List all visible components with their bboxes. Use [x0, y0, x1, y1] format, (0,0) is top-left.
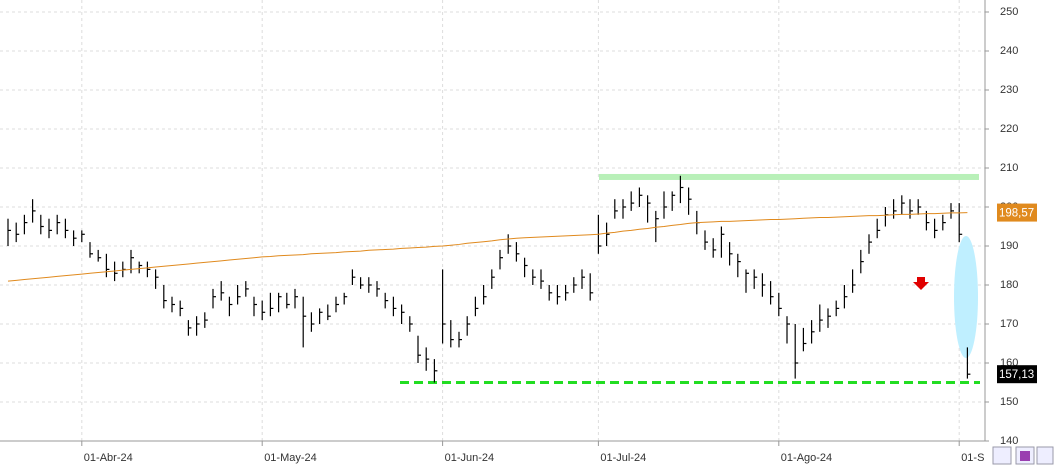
x-tick-label: 01-Abr-24 — [84, 452, 133, 464]
x-tick-label: 01-Ago-24 — [781, 452, 832, 464]
last-price-label: 157,13 — [999, 369, 1034, 381]
y-tick-label: 150 — [1000, 396, 1018, 408]
y-tick-label: 180 — [1000, 279, 1018, 291]
x-tick-label: 01-S — [961, 452, 984, 464]
y-tick-label: 250 — [1000, 6, 1018, 18]
x-tick-label: 01-Jun-24 — [445, 452, 495, 464]
annotations — [400, 173, 980, 384]
y-tick-label: 240 — [1000, 45, 1018, 57]
highlight-ellipse — [954, 236, 978, 358]
y-tick-label: 190 — [1000, 240, 1018, 252]
toolbar — [992, 446, 1054, 465]
x-tick-label: 01-Jul-24 — [600, 452, 646, 464]
save-icon — [1020, 451, 1030, 461]
grid — [0, 0, 989, 446]
down-arrow — [913, 277, 929, 290]
tool-button[interactable] — [992, 446, 1012, 465]
y-tick-label: 230 — [1000, 84, 1018, 96]
y-tick-label: 210 — [1000, 162, 1018, 174]
x-tick-label: 01-May-24 — [264, 452, 317, 464]
y-tick-label: 220 — [1000, 123, 1018, 135]
plot — [7, 175, 971, 383]
resistance-band — [599, 173, 979, 180]
y-tick-label: 170 — [1000, 318, 1018, 330]
ma-value-box — [997, 203, 1037, 222]
y-tick-label: 140 — [1000, 435, 1018, 447]
moving-average — [7, 212, 968, 282]
tool-button[interactable] — [1036, 446, 1054, 465]
ma-value-label: 198,57 — [999, 208, 1034, 220]
last-price-box — [997, 365, 1037, 384]
